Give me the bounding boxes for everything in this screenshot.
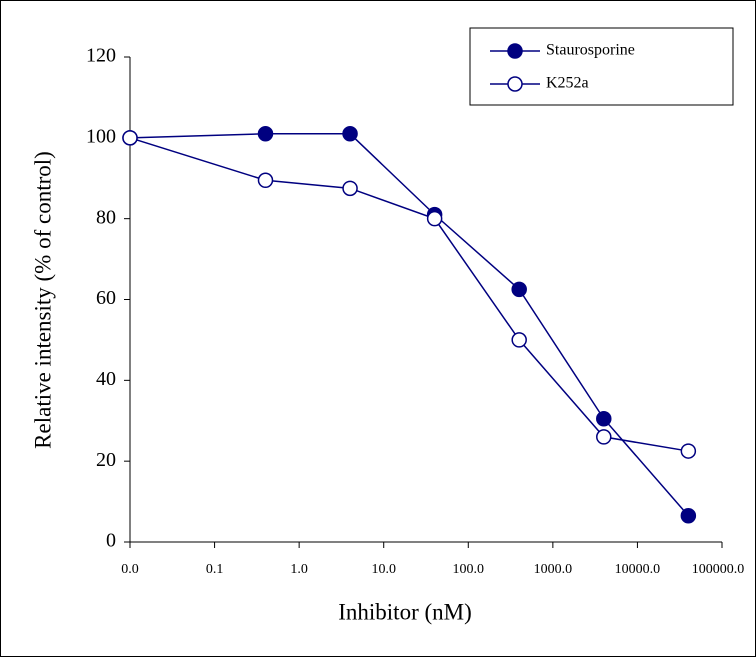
x-tick-label: 0.0: [121, 562, 139, 577]
x-tick-label: 100.0: [453, 562, 485, 577]
x-tick-label: 100000.0: [692, 562, 745, 577]
y-tick-label: 20: [96, 449, 116, 471]
x-axis-title: Inhibitor (nM): [338, 599, 472, 624]
data-point: [426, 210, 443, 227]
data-point: [122, 130, 138, 146]
data-point: [257, 126, 274, 142]
legend-box: [469, 27, 734, 106]
x-tick-label: 1.0: [290, 562, 308, 577]
legend-label: Staurosporine: [546, 42, 635, 59]
y-axis-title: Relative intensity (% of control): [30, 151, 55, 449]
data-point: [342, 126, 358, 142]
data-point: [511, 281, 527, 298]
legend-marker: [507, 76, 523, 92]
data-point: [257, 172, 274, 189]
y-tick-label: 60: [96, 287, 116, 309]
data-point: [342, 180, 358, 197]
x-tick-label: 1000.0: [534, 562, 573, 577]
y-tick-label: 0: [106, 530, 116, 552]
data-point: [596, 429, 612, 445]
data-point: [596, 410, 612, 427]
data-point: [680, 443, 697, 459]
legend-label: K252a: [546, 75, 589, 92]
x-tick-label: 0.1: [206, 562, 224, 577]
x-tick-label: 10000.0: [615, 562, 661, 577]
legend-marker: [507, 43, 523, 59]
data-point: [680, 507, 697, 524]
y-tick-label: 40: [96, 368, 116, 390]
data-point: [511, 332, 527, 348]
y-tick-label: 80: [96, 206, 116, 228]
x-tick-label: 10.0: [371, 562, 396, 577]
y-tick-label: 100: [86, 125, 116, 147]
y-tick-label: 120: [86, 45, 116, 67]
